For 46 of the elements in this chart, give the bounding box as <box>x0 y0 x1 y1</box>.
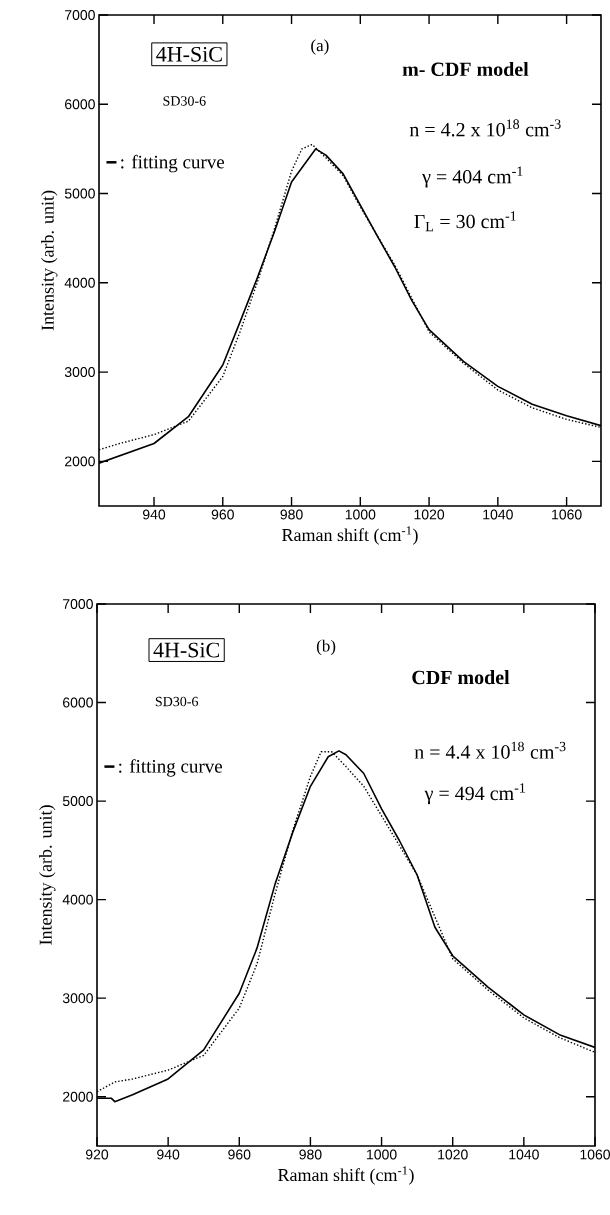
x-tick-label: 980 <box>280 509 303 520</box>
annotation: m- CDF model <box>402 61 529 77</box>
y-tick-label: 6000 <box>63 697 93 708</box>
y-axis-title: Intensity (arb. unit) <box>41 190 58 331</box>
x-tick-label: 1020 <box>438 1149 468 1160</box>
y-tick-label: 3000 <box>62 993 93 1004</box>
x-axis-title: Raman shift (cm$^{-1}$) <box>282 526 418 545</box>
x-tick-label: 960 <box>211 509 234 520</box>
x-tick-label: 1020 <box>414 509 445 520</box>
annotation: SD30-6 <box>155 696 199 707</box>
x-tick-label: 1040 <box>483 509 513 520</box>
legend-label: : fitting curve <box>119 759 223 777</box>
x-tick-label: 940 <box>157 1149 180 1160</box>
x-tick-label: 1000 <box>345 509 376 520</box>
y-tick-label: 2000 <box>63 1091 93 1102</box>
x-tick-label: 1060 <box>552 509 582 520</box>
y-axis-title: Intensity (arb. unit) <box>39 805 56 945</box>
annotation: n = 4.2 x 10$^{18}$ cm$^{-3}$ <box>409 119 561 137</box>
legend-label: : fitting curve <box>121 154 225 173</box>
x-tick-label: 960 <box>228 1149 251 1160</box>
x-tick-label: 920 <box>85 1149 109 1160</box>
x-tick-label: 1040 <box>509 1149 539 1160</box>
annotation: CDF model <box>412 670 510 685</box>
y-tick-label: 5000 <box>64 188 95 199</box>
y-tick-label: 7000 <box>63 599 93 609</box>
y-tick-label: 6000 <box>65 99 95 110</box>
y-tick-label: 5000 <box>62 796 93 807</box>
annotation: 4H-SiC <box>156 46 222 62</box>
y-tick-label: 3000 <box>64 367 95 378</box>
y-tick-label: 4000 <box>64 277 95 288</box>
x-tick-label: 940 <box>142 509 166 520</box>
annotation: γ = 494 cm$^{-1}$ <box>424 783 525 805</box>
x-tick-label: 1060 <box>580 1149 610 1160</box>
annotation: (b) <box>316 639 336 656</box>
annotation: 4H-SiC <box>153 642 220 658</box>
y-tick-label: 2000 <box>65 456 95 467</box>
y-tick-label: 7000 <box>65 10 95 20</box>
annotation: γ = 404 cm$^{-1}$ <box>422 166 523 188</box>
annotation: n = 4.4 x 10$^{18}$ cm$^{-3}$ <box>414 741 566 759</box>
x-axis-title: Raman shift (cm$^{-1}$) <box>278 1166 414 1185</box>
annotation: Γ$_{L}$ = 30 cm$^{-1}$ <box>414 211 516 232</box>
y-tick-label: 4000 <box>62 894 93 905</box>
x-tick-label: 980 <box>299 1149 322 1160</box>
annotation: (a) <box>311 39 329 55</box>
x-tick-label: 1000 <box>367 1149 397 1160</box>
annotation: SD30-6 <box>163 96 206 106</box>
